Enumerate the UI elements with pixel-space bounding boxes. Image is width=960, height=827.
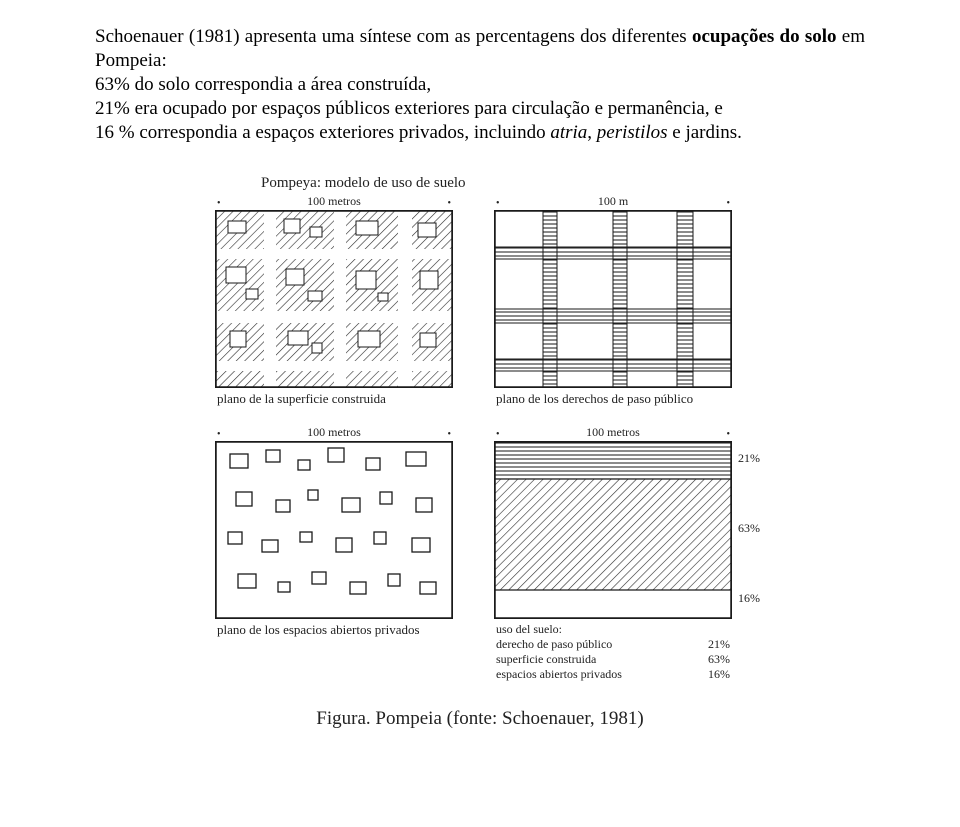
figure-title: Pompeya: modelo de uso de suelo: [261, 175, 745, 192]
band-pct-16: 16%: [738, 591, 760, 606]
figure-caption: Figura. Pompeia (fonte: Schoenauer, 1981…: [215, 708, 745, 730]
panel-caption: plano de los espacios abiertos privados: [215, 622, 453, 638]
tick-dot: •: [496, 430, 500, 440]
text-line: 63% do solo correspondia a área construí…: [95, 74, 431, 95]
text-segment: Schoenauer (1981) apresenta uma síntese …: [95, 26, 692, 47]
tick-dot: •: [447, 199, 451, 209]
document-page: Schoenauer (1981) apresenta uma síntese …: [0, 0, 960, 827]
plan-streets-svg: [495, 211, 731, 387]
scale-label: 100 m: [598, 194, 628, 209]
panel-caption: plano de los derechos de paso público: [494, 391, 732, 407]
panel-box: [494, 441, 732, 619]
scale-label: 100 metros: [307, 194, 361, 209]
panel-paso-publico: • 100 m •: [494, 194, 732, 407]
figure-container: Pompeya: modelo de uso de suelo 100 m • …: [95, 175, 865, 730]
legend-row: derecho de paso público 21%: [496, 637, 730, 652]
legend-row: superficie construida 63%: [496, 652, 730, 667]
italic-term: atria: [550, 122, 587, 143]
tick-dot: •: [217, 430, 221, 440]
panel-scale-row: • 100 metros •: [215, 425, 453, 441]
text-segment: ,: [587, 122, 597, 143]
panel-espacios-privados: • 100 metros •: [215, 425, 453, 682]
legend-row: espacios abiertos privados 16%: [496, 667, 730, 682]
band-pct-21: 21%: [738, 451, 760, 466]
band-pct-63: 63%: [738, 521, 760, 536]
tick-dot: •: [726, 199, 730, 209]
italic-term: peristilos: [597, 122, 668, 143]
legend-value: 16%: [708, 667, 730, 682]
legend-value: 21%: [708, 637, 730, 652]
tick-dot: •: [726, 430, 730, 440]
tick-dot: •: [447, 430, 451, 440]
text-segment: 16 % correspondia a espaços exteriores p…: [95, 122, 550, 143]
panel-uso-suelo: • 100 metros •: [494, 425, 732, 682]
plan-built-svg: [216, 211, 452, 387]
scale-label: 100 metros: [586, 425, 640, 440]
figure: Pompeya: modelo de uso de suelo 100 m • …: [215, 175, 745, 730]
legend-value: 63%: [708, 652, 730, 667]
panel-caption: plano de la superficie construida: [215, 391, 453, 407]
tick-dot: •: [496, 199, 500, 209]
panel-scale-row: • 100 metros •: [494, 425, 732, 441]
panel-box: [494, 210, 732, 388]
legend-title: uso del suelo:: [496, 622, 732, 637]
text-line: 21% era ocupado por espaços públicos ext…: [95, 98, 723, 119]
tick-dot: •: [217, 199, 221, 209]
bold-term: ocupações do solo: [692, 26, 837, 47]
panel-d-legend: uso del suelo: derecho de paso público 2…: [494, 622, 732, 682]
body-paragraph: Schoenauer (1981) apresenta uma síntese …: [95, 25, 865, 145]
scale-label: 100 metros: [307, 425, 361, 440]
panel-box: [215, 441, 453, 619]
legend-label: superficie construida: [496, 652, 596, 667]
text-segment: e jardins.: [668, 122, 742, 143]
landuse-bands-svg: [495, 442, 731, 618]
figure-grid: 100 m • 100 metros •: [215, 194, 745, 682]
legend-label: derecho de paso público: [496, 637, 612, 652]
plan-private-open-svg: [216, 442, 452, 618]
panel-superficie-construida: 100 m • 100 metros •: [215, 194, 453, 407]
legend-label: espacios abiertos privados: [496, 667, 622, 682]
panel-scale-row: • 100 m •: [494, 194, 732, 210]
panel-scale-row: • 100 metros •: [215, 194, 453, 210]
panel-box: [215, 210, 453, 388]
